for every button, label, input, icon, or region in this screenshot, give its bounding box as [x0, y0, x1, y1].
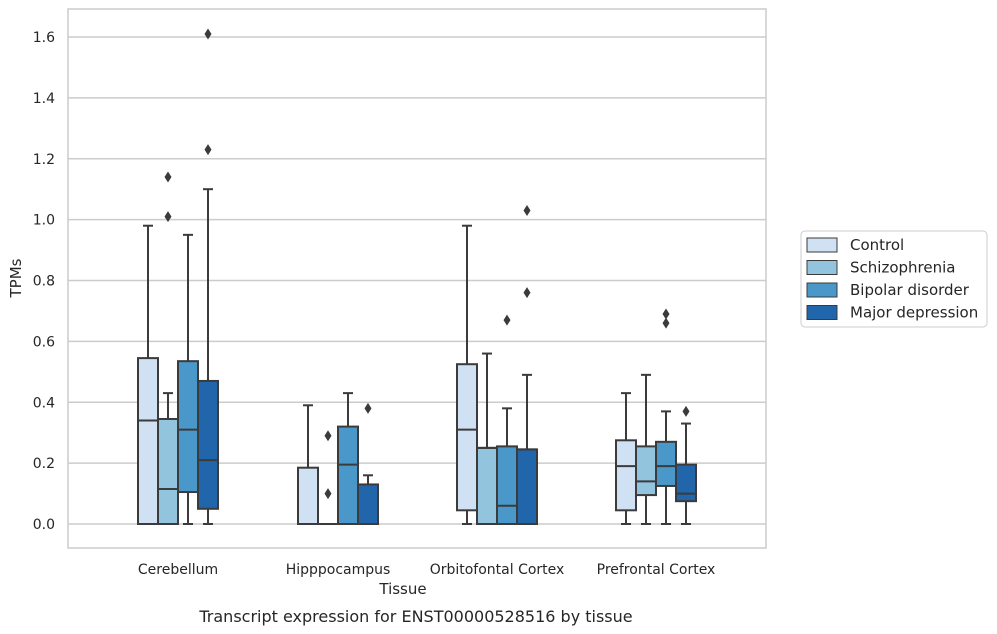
y-tick-label: 0.8	[33, 274, 55, 290]
outlier-point	[324, 488, 332, 500]
x-tick-label: Orbitofontal Cortex	[430, 562, 565, 578]
box-schizophrenia	[157, 171, 179, 526]
box-bipolar-disorder	[177, 233, 199, 525]
box-schizophrenia	[317, 430, 339, 526]
box-body	[615, 439, 637, 512]
outlier-point	[523, 287, 531, 299]
outlier-point	[682, 405, 690, 417]
legend-label: Schizophrenia	[850, 259, 955, 277]
x-axis-ticks: Cerebellum Hipppocampus Orbitofontal Corte…	[138, 562, 715, 578]
y-tick-label: 1.2	[33, 152, 55, 168]
outlier-point	[324, 430, 332, 442]
legend-label: Bipolar disorder	[850, 281, 970, 299]
plot-area-frame	[67, 8, 767, 549]
box-body	[516, 448, 538, 526]
legend-swatch	[806, 305, 838, 320]
box-body	[357, 483, 379, 525]
y-tick-label: 1.4	[33, 91, 55, 107]
y-tick-label: 1.6	[33, 30, 55, 46]
box-body	[675, 463, 697, 503]
box-body	[337, 425, 359, 526]
box-major-depression	[197, 28, 219, 525]
box-groups	[137, 28, 697, 526]
y-tick-label: 0.6	[33, 334, 55, 350]
box-body	[297, 466, 319, 525]
legend-swatch	[806, 260, 838, 275]
legend-swatch	[806, 237, 838, 253]
legend-label: Control	[850, 236, 904, 254]
box-bipolar-disorder	[655, 308, 677, 525]
box-body	[476, 446, 498, 525]
box-control	[297, 404, 319, 525]
box-body	[137, 357, 159, 525]
chart-caption: Transcript expression for ENST0000052851…	[198, 607, 632, 626]
y-axis-title: TPMs	[7, 258, 25, 298]
box-major-depression	[357, 402, 379, 525]
legend-label: Major depression	[850, 304, 978, 322]
box-schizophrenia	[635, 373, 657, 525]
legend-frame	[800, 230, 988, 328]
box-major-depression	[675, 405, 697, 525]
outlier-point	[164, 171, 172, 183]
outlier-point	[662, 317, 670, 329]
legend: Control Schizophrenia Bipolar disorder Majo…	[800, 230, 988, 328]
box-body	[635, 445, 657, 497]
x-tick-label: Hipppocampus	[286, 562, 391, 578]
box-major-depression	[516, 204, 538, 526]
y-tick-label: 0.0	[33, 517, 55, 533]
box-schizophrenia	[476, 352, 498, 525]
box-body	[177, 360, 199, 494]
legend-swatch	[806, 282, 838, 298]
box-body	[655, 440, 677, 487]
box-body	[197, 379, 219, 510]
outlier-point	[204, 28, 212, 40]
y-axis-ticks: 0.0 0.2 0.4 0.6 0.8 1.0 1.2 1.4 1.6	[33, 30, 55, 533]
box-control	[615, 392, 637, 525]
outlier-point	[503, 314, 511, 326]
x-axis-title: Tissue	[378, 580, 426, 598]
y-tick-label: 0.2	[33, 456, 55, 472]
y-tick-label: 0.4	[33, 395, 55, 411]
outlier-point	[662, 308, 670, 320]
box-body	[456, 363, 478, 512]
x-tick-label: Prefrontal Cortex	[597, 562, 716, 578]
box-bipolar-disorder	[496, 314, 518, 525]
x-tick-label: Cerebellum	[138, 562, 218, 578]
box-control	[137, 224, 159, 525]
outlier-point	[204, 144, 212, 156]
box-body	[496, 445, 518, 525]
outlier-point	[523, 204, 531, 216]
box-control	[456, 224, 478, 525]
outlier-point	[364, 402, 372, 414]
box-bipolar-disorder	[337, 392, 359, 526]
y-tick-label: 1.0	[33, 213, 55, 229]
outlier-point	[164, 211, 172, 223]
box-body	[157, 417, 179, 526]
